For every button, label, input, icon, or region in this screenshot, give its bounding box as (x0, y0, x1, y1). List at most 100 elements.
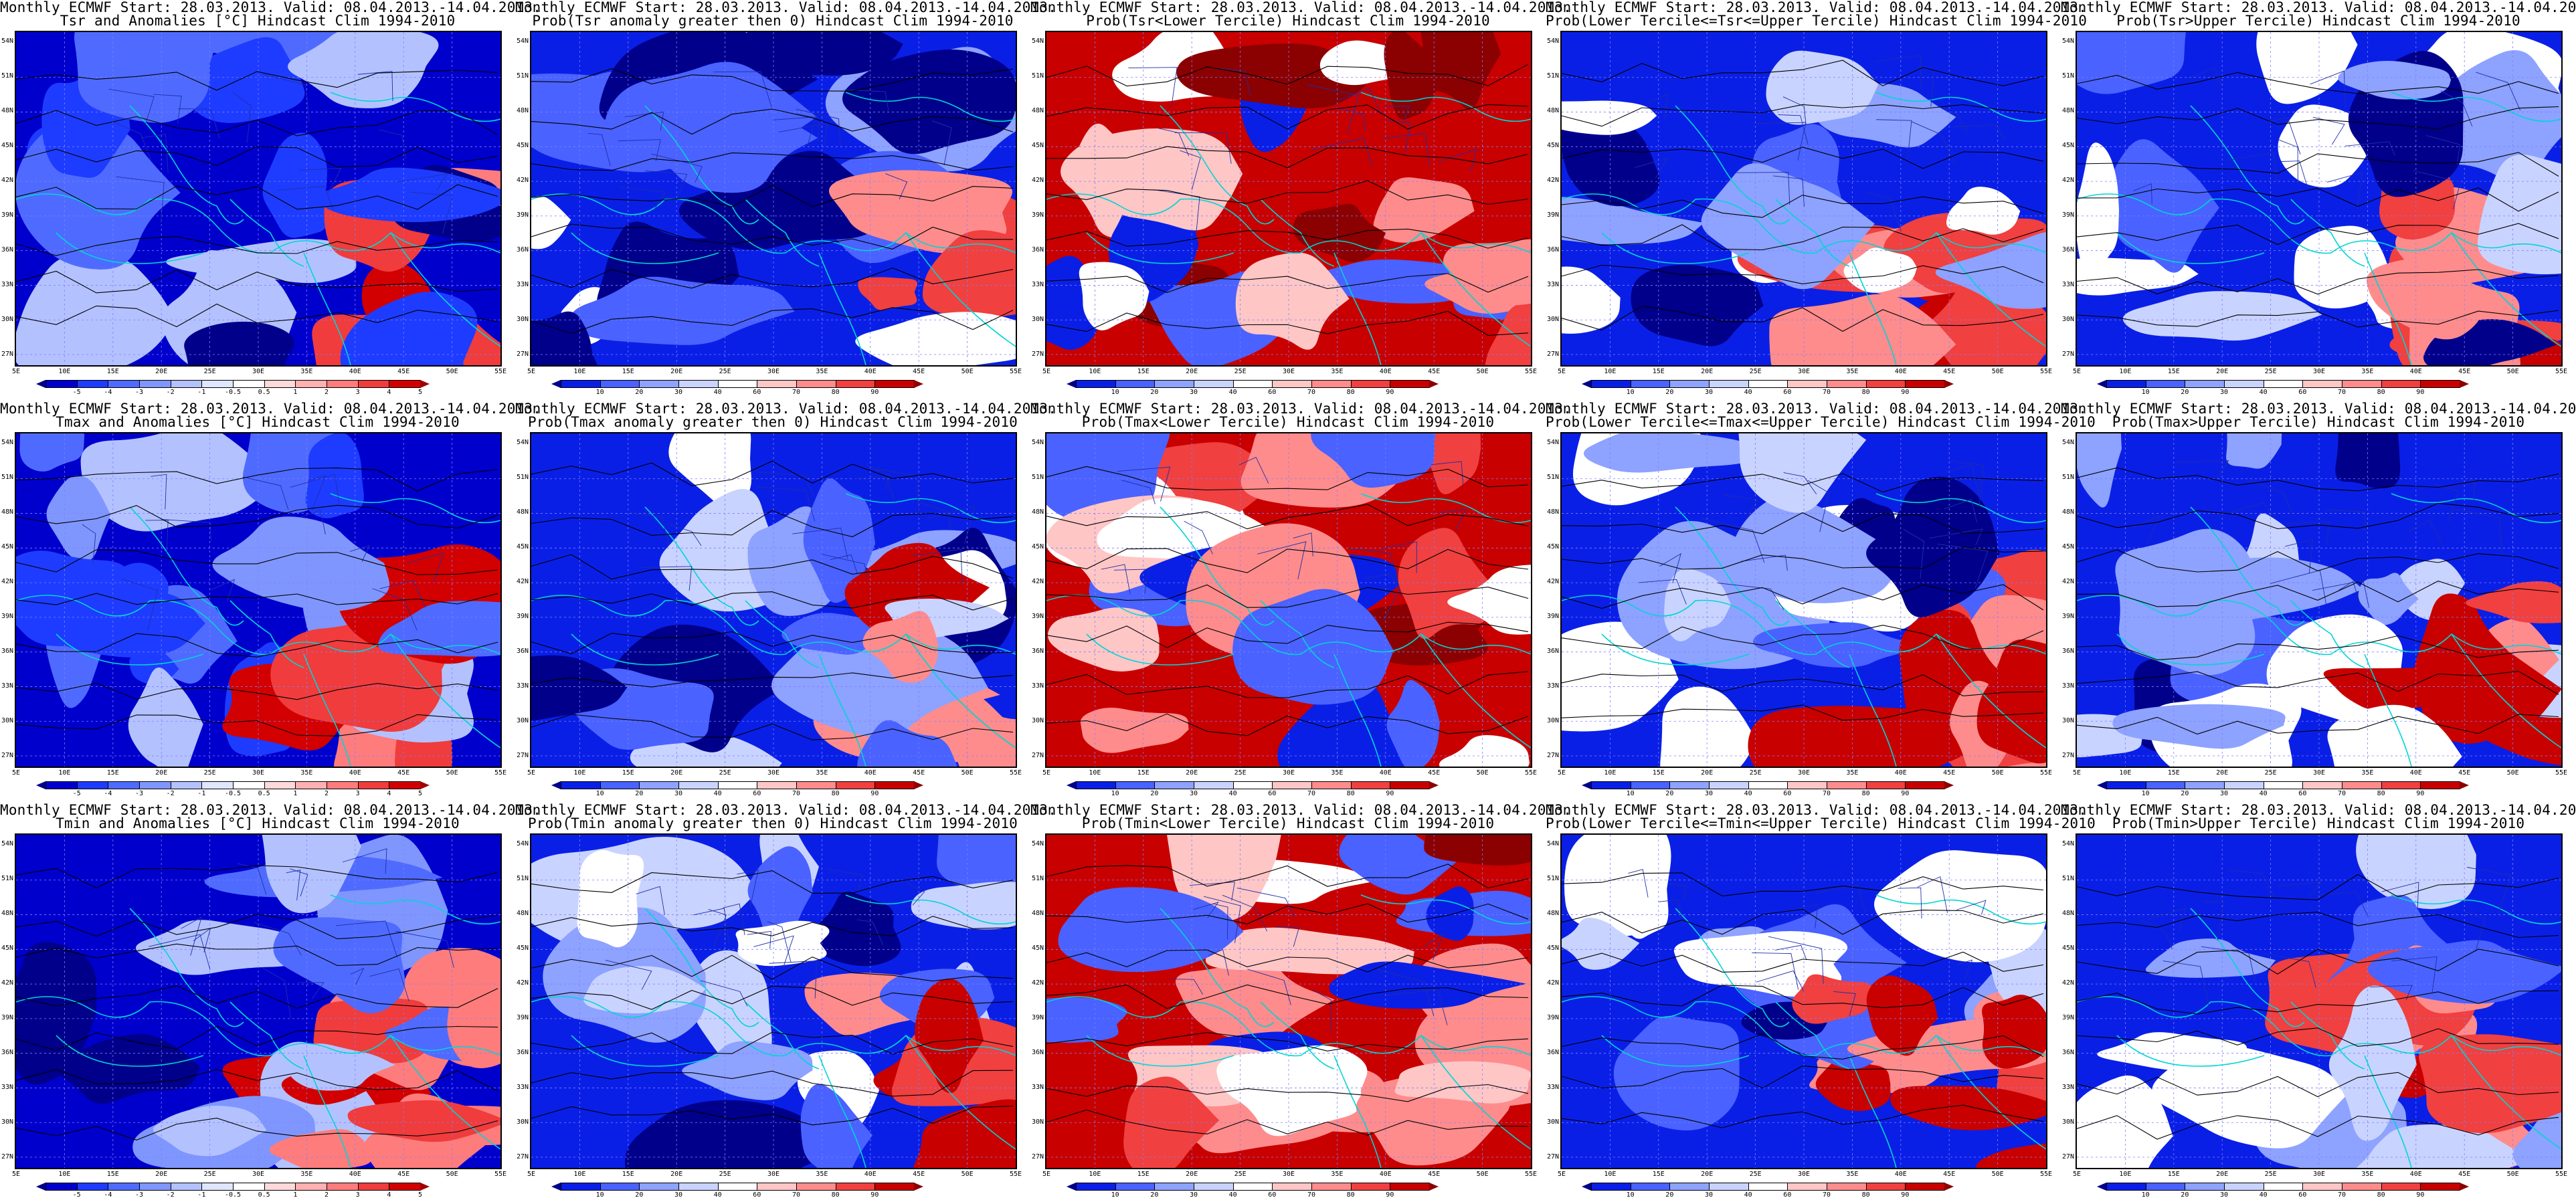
contour-fill-region (2122, 291, 2322, 341)
border-segment (1667, 884, 1687, 900)
latitude-label: 45N (1546, 944, 1559, 952)
longitude-label: 30E (767, 769, 780, 777)
panel-title-line2: Prob(Tmin anomaly greater then 0) Hindca… (527, 815, 1018, 831)
graticule (16, 433, 500, 767)
isoline (2077, 549, 2559, 573)
colorbar-swatch (1350, 781, 1391, 789)
colorbar-tick-label: -2 (166, 389, 175, 396)
latitude-label: 33N (2061, 281, 2074, 288)
coastline-segment (2451, 232, 2561, 347)
coastline-segment (1849, 1055, 1897, 1168)
border-segment (1876, 119, 1912, 161)
colorbar-swatch (1350, 380, 1391, 388)
country-borders (1128, 67, 1477, 234)
colorbar-tick-label: 90 (1386, 389, 1394, 396)
border-segment (277, 185, 334, 211)
longitude-label: 55E (1009, 1171, 1022, 1178)
coastline-segment (818, 252, 866, 365)
colorbar-tick-label: -3 (134, 790, 144, 797)
contour-fill-region (735, 920, 830, 967)
longitude-label: 5E (11, 769, 21, 777)
coastline-segment (330, 92, 500, 122)
border-segment (1222, 894, 1268, 932)
longitude-label: 45E (1428, 1171, 1441, 1178)
border-segment (1756, 970, 1805, 992)
isoline (1562, 625, 2044, 650)
latitude-label: 36N (1, 1049, 13, 1056)
isoline (1562, 306, 2044, 332)
border-segment (1917, 876, 1948, 914)
longitude-label: 10E (1089, 368, 1101, 375)
panel-title-line1: Monthly ECMWF Start: 28.03.2013. Valid: … (515, 401, 1057, 417)
contour-fill-region (262, 835, 361, 914)
coastline-segment (1046, 996, 1531, 1057)
border-segment (905, 882, 925, 906)
colorbar-swatch (678, 380, 719, 388)
latitude-label: 33N (1031, 1084, 1044, 1091)
longitude-label: 35E (300, 1171, 313, 1178)
colorbar-min-arrow (1582, 781, 1591, 789)
longitude-label: 40E (2409, 368, 2422, 375)
contour-fill-region (1424, 433, 1481, 494)
coastline-segment (1775, 600, 1850, 668)
longitude-label: 35E (2361, 1171, 2374, 1178)
longitude-label: 25E (1234, 1171, 1247, 1178)
map-area (15, 31, 502, 367)
colorbar-swatch (1748, 781, 1788, 789)
border-segment (587, 132, 611, 167)
colorbar-tick-label: 30 (1704, 790, 1714, 797)
forecast-panel: Monthly ECMWF Start: 28.03.2013. Valid: … (515, 803, 1056, 1204)
contour-fill-region (1394, 1061, 1531, 1104)
contour-fill-region (340, 292, 478, 365)
isoline (1046, 1032, 1529, 1051)
border-segment (1775, 944, 1807, 961)
longitude-label: 5E (1557, 368, 1566, 375)
colorbar-max-arrow (420, 781, 430, 789)
longitude-label: 10E (573, 1171, 586, 1178)
colorbar-swatch (45, 781, 78, 789)
colorbar-tick-label: -1 (197, 1191, 206, 1199)
coastline-segment (2077, 595, 2561, 656)
border-segment (618, 139, 661, 161)
colorbar-tick-label: 20 (635, 1191, 644, 1199)
coastline-segment (1420, 1035, 1531, 1150)
longitude-label: 45E (2458, 368, 2471, 375)
border-segment (2312, 580, 2370, 608)
colorbar-tick-label: 80 (2377, 790, 2385, 797)
colorbar-tick-label: 60 (1268, 1191, 1277, 1199)
colorbar-tick-label: 10 (1626, 1191, 1635, 1199)
colorbar-max-arrow (914, 380, 923, 388)
map-plot (2077, 433, 2561, 767)
forecast-panel: Monthly ECMWF Start: 28.03.2013. Valid: … (1030, 803, 1572, 1204)
coastline-segment (905, 633, 1016, 748)
colorbar-swatch (1154, 380, 1194, 388)
coastline-segment (2391, 493, 2561, 524)
longitude-label: 45E (1428, 368, 1441, 375)
contour-fill-region (347, 1100, 500, 1142)
longitude-label: 15E (106, 368, 119, 375)
map-plot (1046, 835, 1531, 1168)
contour-fill-region (1123, 1076, 1220, 1168)
colorbar-swatch (561, 1183, 601, 1191)
latitude-label: 39N (2061, 613, 2074, 620)
latitude-label: 48N (516, 508, 529, 516)
contour-fill-region (1562, 197, 1704, 245)
latitude-label: 48N (2061, 107, 2074, 114)
latitude-label: 27N (2061, 350, 2074, 358)
colorbar-tick-label: 60 (1783, 389, 1792, 396)
longitude-label: 20E (2216, 769, 2229, 777)
longitude-label: 40E (349, 769, 361, 777)
map-area (15, 432, 502, 768)
map-plot (16, 32, 500, 365)
graticule (16, 32, 500, 365)
forecast-panel: Monthly ECMWF Start: 28.03.2013. Valid: … (1030, 401, 1572, 803)
coastlines (2077, 493, 2561, 767)
border-segment (2285, 521, 2330, 544)
colorbar-tick-label: 30 (674, 1191, 683, 1199)
isoline (1562, 104, 2044, 127)
graticule (2077, 433, 2561, 767)
isoline (2077, 670, 2559, 695)
contour-fill-region (128, 667, 203, 767)
longitude-label: 30E (767, 1171, 780, 1178)
border-segment (1128, 67, 1178, 107)
